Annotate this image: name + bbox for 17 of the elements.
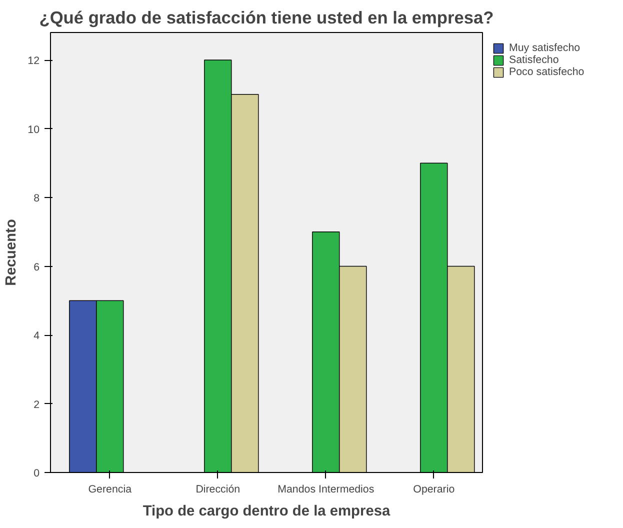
y-tick-label: 12 — [28, 55, 40, 67]
legend-label: Satisfecho — [509, 54, 559, 66]
x-tick-label: Gerencia — [88, 484, 132, 496]
y-tick-label: 2 — [34, 398, 40, 411]
y-tick-label: 10 — [28, 124, 40, 136]
y-tick-label: 8 — [34, 192, 40, 204]
x-tick-label: Mandos Intermedios — [278, 484, 374, 496]
legend-label: Muy satisfecho — [509, 42, 580, 54]
x-axis-title: Tipo de cargo dentro de la empresa — [142, 504, 392, 520]
legend-label: Poco satisfecho — [509, 66, 584, 78]
y-tick-label: 6 — [34, 261, 40, 274]
x-tick-label: Operario — [413, 484, 455, 496]
y-axis-title: Recuento — [4, 219, 20, 286]
x-tick-label: Dirección — [196, 484, 240, 496]
y-tick-label: 4 — [34, 330, 40, 342]
chart-title: ¿Qué grado de satisfacción tiene usted en la empresa? — [39, 8, 494, 28]
y-tick-label: 0 — [34, 468, 40, 480]
